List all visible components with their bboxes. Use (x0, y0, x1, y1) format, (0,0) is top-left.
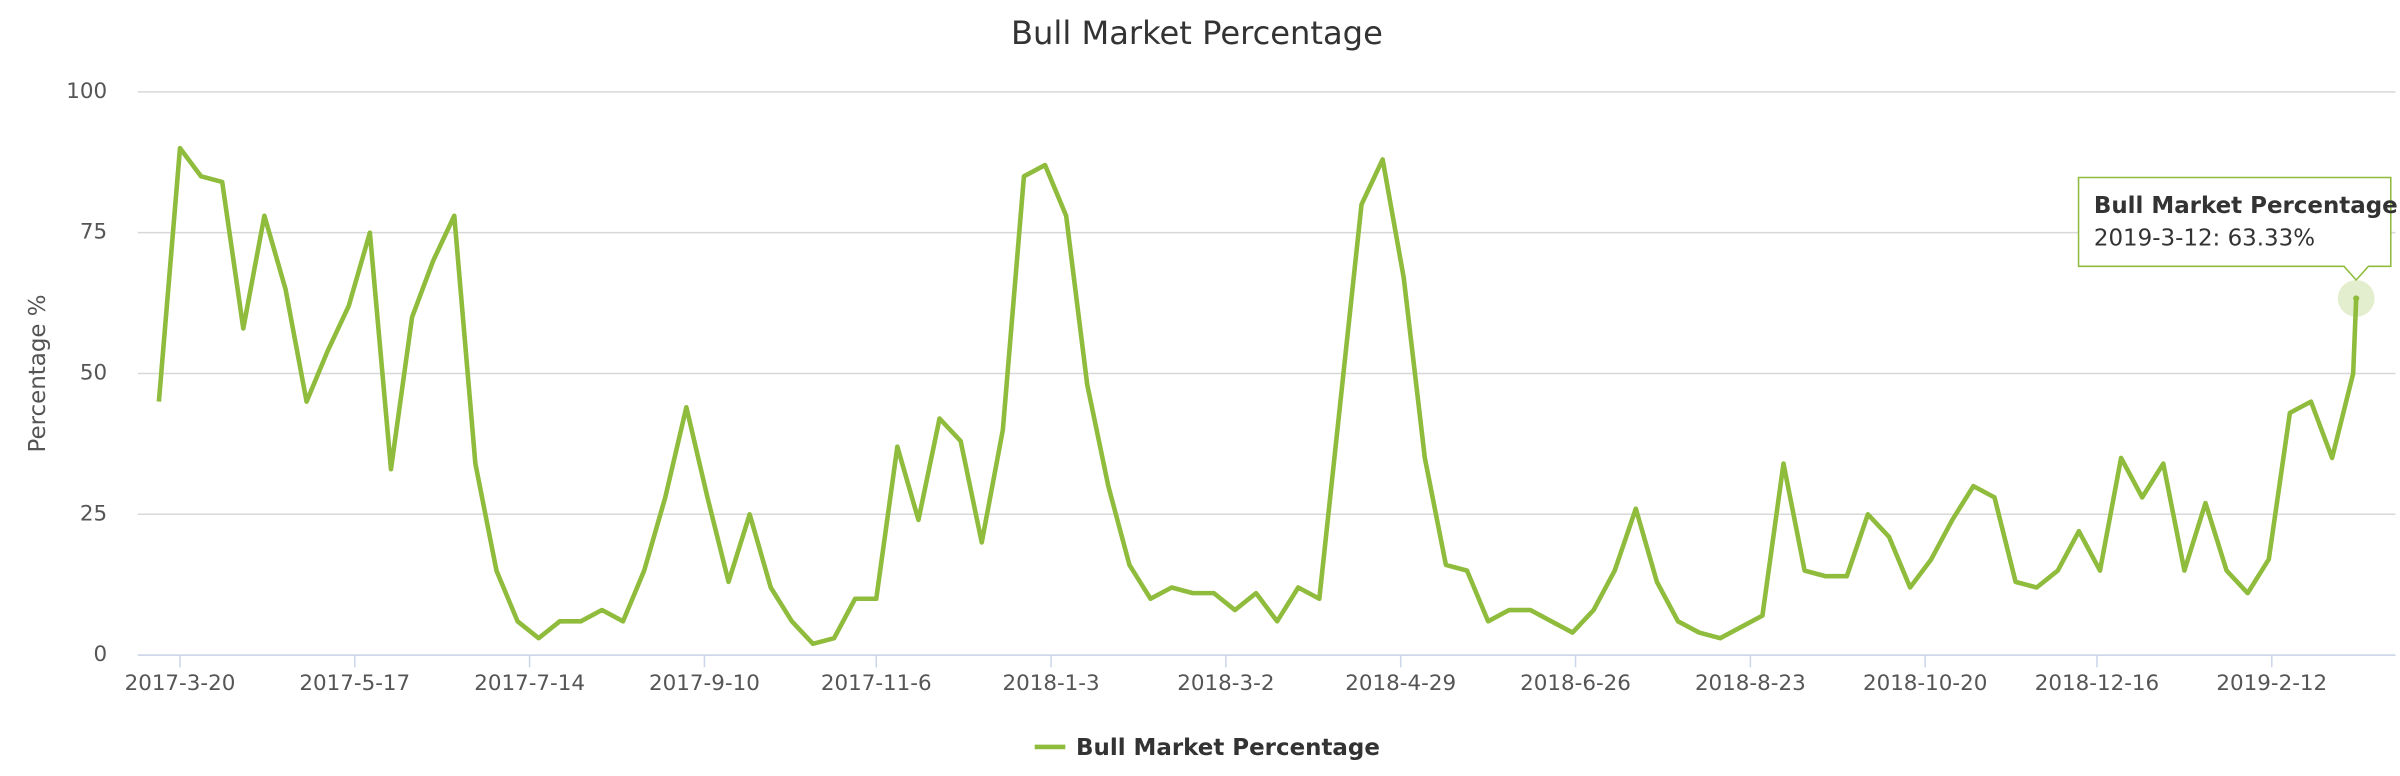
x-tick-label: 2017-7-14 (474, 671, 585, 696)
x-tick-label: 2018-12-16 (2035, 671, 2159, 696)
x-tick-label: 2018-6-26 (1520, 671, 1631, 696)
x-tick-label: 2017-3-20 (125, 671, 236, 696)
x-tick-label: 2017-5-17 (299, 671, 410, 696)
x-tick-label: 2018-1-3 (1002, 671, 1099, 696)
y-tick-label: 100 (66, 79, 107, 104)
tooltip: Bull Market Percentage 2019-3-12: 63.33% (2077, 176, 2398, 282)
x-tick-label: 2018-4-29 (1345, 671, 1456, 696)
x-tick-label: 2018-10-20 (1863, 671, 1987, 696)
line-series (156, 145, 2359, 647)
x-tick-label: 2018-8-23 (1695, 671, 1806, 696)
y-tick-label: 75 (80, 220, 107, 245)
legend-label: Bull Market Percentage (1076, 735, 1380, 761)
y-tick-label: 50 (80, 360, 107, 385)
y-tick-label: 25 (80, 501, 107, 526)
tooltip-box (2077, 176, 2392, 282)
x-tick-label: 2017-11-6 (821, 671, 932, 696)
y-tick-label: 0 (94, 642, 108, 667)
x-tick-label: 2017-9-10 (649, 671, 760, 696)
tooltip-text: 2019-3-12: 63.33% (2094, 225, 2315, 251)
x-tick-label: 2018-3-2 (1177, 671, 1274, 696)
hover-point (2353, 295, 2360, 302)
x-tick-label: 2019-2-12 (2216, 671, 2327, 696)
chart-title: Bull Market Percentage (1011, 14, 1383, 52)
y-axis-label: Percentage % (25, 294, 51, 452)
tooltip-title: Bull Market Percentage (2094, 193, 2398, 219)
